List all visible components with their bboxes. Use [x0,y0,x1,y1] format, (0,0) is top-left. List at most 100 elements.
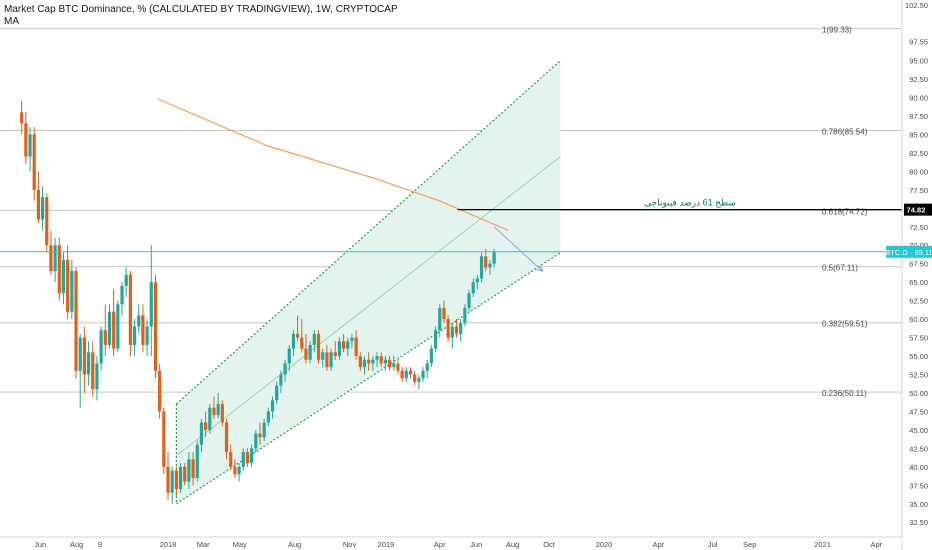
candle-80 [354,330,358,360]
candle-body [475,278,479,283]
candle-body [291,333,296,349]
y-tick-label-14: 65.00 [909,278,928,287]
candle-body [454,326,459,334]
candle-body [166,466,170,493]
fib-label-1: 0.786(85.54) [822,127,868,136]
fib-label-3: 0.5(67.11) [822,264,858,273]
candle-body [20,112,24,124]
candle-body [216,404,220,416]
y-tick-label-19: 52.50 [909,370,928,379]
candle-61 [275,381,279,405]
candle-94 [413,370,417,386]
candle-9 [57,237,61,301]
candle-body [250,448,254,464]
candle-body [421,370,425,379]
candle-29 [141,304,145,353]
candle-75 [333,341,337,360]
candle-44 [204,411,208,438]
candle-22 [112,289,116,357]
candle-11 [66,245,70,320]
candle-body [438,308,442,331]
candle-110 [479,252,484,283]
x-tick-label-15: Jul [708,540,718,549]
candle-95 [417,374,421,390]
x-tick-label-2: 9 [98,540,102,549]
candle-47 [216,392,220,419]
y-tick-label-1: 97.55 [909,38,928,47]
candle-81 [358,352,362,371]
candle-36 [170,466,174,504]
candle-15 [82,326,86,393]
candle-body [53,245,57,272]
candle-body [40,197,45,220]
candle-body [400,370,404,379]
x-tick-label-13: 2020 [596,540,613,549]
y-tick-label-0: 102.50 [905,1,928,10]
candle-body [387,359,392,368]
candle-body [375,356,379,360]
candle-body [183,466,187,482]
candle-33 [158,363,162,419]
candle-body [61,260,66,294]
candle-103 [450,322,454,349]
candle-body [195,444,199,478]
candle-53 [241,448,245,471]
candle-body [329,352,333,368]
candle-body [116,304,120,349]
candle-body [57,245,61,294]
x-tick-label-8: 2019 [378,540,395,549]
candle-body [112,311,116,349]
channel-lower-line [176,252,561,505]
candle-body [49,245,53,272]
candle-5 [40,186,45,231]
candle-7 [49,230,53,275]
candle-39 [183,463,187,486]
x-tick-label-0: Jun [34,540,46,549]
candle-100 [438,304,442,338]
candle-51 [233,459,237,478]
candle-112 [488,260,492,275]
y-tick-label-27: 32.50 [909,518,928,527]
candle-3 [32,127,36,201]
candle-body [199,422,204,445]
candle-body [191,459,195,478]
y-tick-label-21: 47.50 [909,407,928,416]
candle-97 [425,359,429,379]
candle-body [258,433,262,438]
candle-70 [312,330,316,353]
indicator-label: MA [4,16,19,27]
candle-body [450,326,454,338]
y-tick-label-18: 55.00 [909,352,928,361]
candle-79 [350,333,354,349]
candle-body [82,337,86,375]
candle-body [275,385,279,401]
candle-32 [153,274,158,379]
candle-body [237,466,241,475]
candle-body [124,274,128,286]
candle-45 [208,404,212,434]
y-axis: 102.50 97.55 95.00 92.50 90.00 87.50 85.00 82.5… [885,0,932,550]
y-tick-label-24: 40.00 [909,463,928,472]
candle-83 [367,352,371,371]
x-tick-label-14: Apr [653,540,665,549]
candle-14 [78,333,82,408]
candle-body [241,452,245,467]
x-tick-label-6: Aug [288,540,301,549]
candle-18 [95,356,99,401]
candle-25 [124,267,128,297]
candle-body [354,337,358,357]
candle-body [333,352,337,357]
candle-65 [291,330,296,357]
candle-body [471,282,475,294]
candle-76 [337,337,342,360]
candle-body [162,411,166,467]
candle-90 [396,359,400,375]
annotation-lines: سطح 61 درصد فیبوناچی [0,198,902,272]
x-tick-label-10: Jun [470,540,482,549]
candle-105 [459,319,463,342]
current-price-label: BTC.D · 69.11 [885,248,932,257]
candle-41 [191,452,195,486]
candle-body [484,256,488,268]
candle-56 [254,429,258,453]
